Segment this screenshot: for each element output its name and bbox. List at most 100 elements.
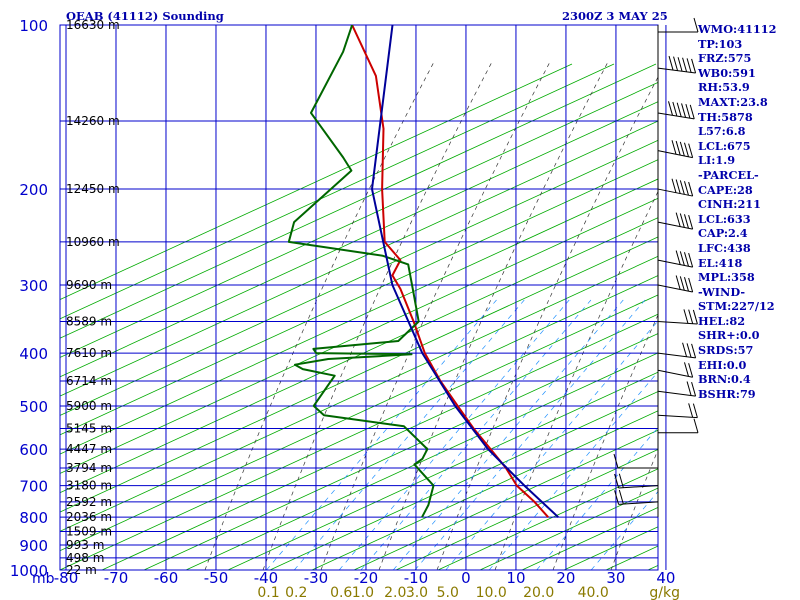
wind-barb: [657, 140, 694, 159]
height-labels: 16630 m 14260 m 12450 m 10960 m 9690 m 8589 m…: [66, 18, 120, 577]
wind-barb: [614, 473, 659, 489]
stat-line: TH:5878: [698, 109, 753, 124]
pressure-tick-label: 100: [19, 17, 48, 35]
stat-line: SHR+:0.0: [698, 328, 760, 343]
wind-barb: [657, 101, 695, 120]
moist-adiabat-line: [262, 59, 494, 570]
mixing-ratio-tick-label: 0.6: [330, 585, 352, 600]
pressure-tick-label: 600: [19, 441, 48, 459]
height-label: 4447 m: [66, 442, 112, 456]
moist-adiabat-line: [204, 59, 436, 570]
temperature-tick-label: -60: [154, 569, 179, 587]
stat-line: EHI:0.0: [698, 357, 747, 372]
height-label: 3180 m: [66, 479, 112, 493]
dry-adiabat-line: [60, 81, 658, 358]
height-label: 9690 m: [66, 278, 112, 292]
height-label: 14260 m: [66, 114, 120, 128]
pressure-tick-label: 200: [19, 181, 48, 199]
height-label: 22 m: [66, 563, 97, 577]
temperature-tick-label: 30: [606, 569, 625, 587]
moist-adiabat-line: [610, 448, 658, 570]
pressure-tick-labels: 100 200 300 400 500 600 700 800 900 1000: [10, 17, 48, 580]
wind-barb: [657, 275, 694, 293]
pressure-tick-label: 300: [19, 277, 48, 295]
mixing-ratio-tick-label: 5.0: [437, 585, 459, 600]
temperature-tick-label: -50: [204, 569, 229, 587]
stat-line: FRZ:575: [698, 51, 752, 66]
stat-line: SRDS:57: [698, 343, 754, 358]
stat-line: MPL:358: [698, 270, 755, 285]
wind-barb: [657, 309, 698, 325]
height-label: 16630 m: [66, 18, 120, 32]
sounding-series: [287, 25, 559, 518]
mixing-ratio-tick-label: 10.0: [476, 585, 507, 600]
stat-line: LCL:633: [698, 211, 751, 226]
stat-line: WB0:591: [698, 65, 756, 80]
dewpoint-line: [287, 25, 435, 518]
mixing-ratio-tick-label: 40.0: [578, 585, 609, 600]
dry-adiabat-line: [60, 63, 573, 300]
height-label: 6714 m: [66, 374, 112, 388]
temperature-tick-label: -20: [354, 569, 379, 587]
wind-barb: [614, 489, 659, 505]
temperature-tick-label: -10: [404, 569, 429, 587]
dry-adiabat-line: [60, 63, 657, 339]
temperature-tick-label: 0: [461, 569, 471, 587]
dry-adiabat-line: [60, 63, 615, 320]
height-label: 5900 m: [66, 399, 112, 413]
wind-barbs: [613, 17, 699, 518]
height-label: 1509 m: [66, 525, 112, 539]
stat-line: EL:418: [698, 255, 743, 270]
mixing-ratio-tick-label: 1.0: [352, 585, 374, 600]
stats-panel: WMO:41112 TP:103 FRZ:575 WB0:591 RH:53.9 MAXT…: [698, 22, 777, 401]
temperature-line: [351, 25, 549, 518]
height-label: 10960 m: [66, 235, 120, 249]
height-label: 2592 m: [66, 495, 112, 509]
temperature-tick-label: -70: [104, 569, 129, 587]
stat-line: LI:1.9: [698, 153, 736, 168]
mixing-ratio-tick-labels: 0.1 0.2 0.6 1.0 2.0 3.0 5.0 10.0 20.0 40.0 g/kg: [257, 585, 680, 600]
height-label: 3794 m: [66, 461, 112, 475]
height-label: 2036 m: [66, 510, 112, 524]
pressure-tick-label: 700: [19, 478, 48, 496]
stat-line: LFC:438: [698, 240, 751, 255]
mixing-ratio-unit-label: g/kg: [649, 585, 680, 600]
stat-line: LCL:675: [698, 138, 751, 153]
wind-barb: [657, 381, 697, 397]
mixing-ratio-tick-label: 3.0: [406, 585, 428, 600]
stat-line: HEL:82: [698, 313, 746, 328]
vertical-gridlines: [59, 24, 667, 571]
moist-adiabat-line: [494, 190, 658, 570]
height-label: 8589 m: [66, 315, 112, 329]
stat-line: BRN:0.4: [698, 372, 751, 387]
height-label: 498 m: [66, 551, 104, 565]
mixing-ratio-tick-label: 2.0: [384, 585, 406, 600]
stat-line: RH:53.9: [698, 80, 750, 95]
temperature-tick-label: -40: [254, 569, 279, 587]
chart-time: 2300Z 3 MAY 25: [562, 9, 668, 23]
y-unit-label: mb: [32, 571, 55, 587]
dry-adiabat-line: [60, 139, 658, 416]
mixing-ratio-tick-label: 0.1: [257, 585, 279, 600]
wind-barb: [658, 17, 699, 33]
stat-line: CAPE:28: [698, 182, 753, 197]
pressure-tick-label: 500: [19, 398, 48, 416]
wind-barb: [657, 342, 697, 359]
wind-barb: [657, 362, 694, 378]
stat-line: WMO:41112: [698, 22, 777, 36]
height-label: 5145 m: [66, 421, 112, 435]
stat-line: -PARCEL-: [698, 167, 759, 182]
moist-adiabat-line: [552, 314, 658, 570]
stat-line: L57:6.8: [698, 124, 746, 139]
stat-line: CINH:211: [698, 197, 762, 212]
stat-line: STM:227/12: [698, 299, 775, 314]
parcel-line: [371, 25, 559, 518]
dry-adiabat-line: [60, 120, 658, 397]
pressure-tick-label: 900: [19, 537, 48, 555]
dry-adiabat-line: [60, 178, 658, 455]
wind-barb: [613, 453, 658, 469]
pressure-tick-label: 800: [19, 509, 48, 527]
wind-barb: [657, 55, 697, 74]
wind-barb: [657, 212, 694, 230]
